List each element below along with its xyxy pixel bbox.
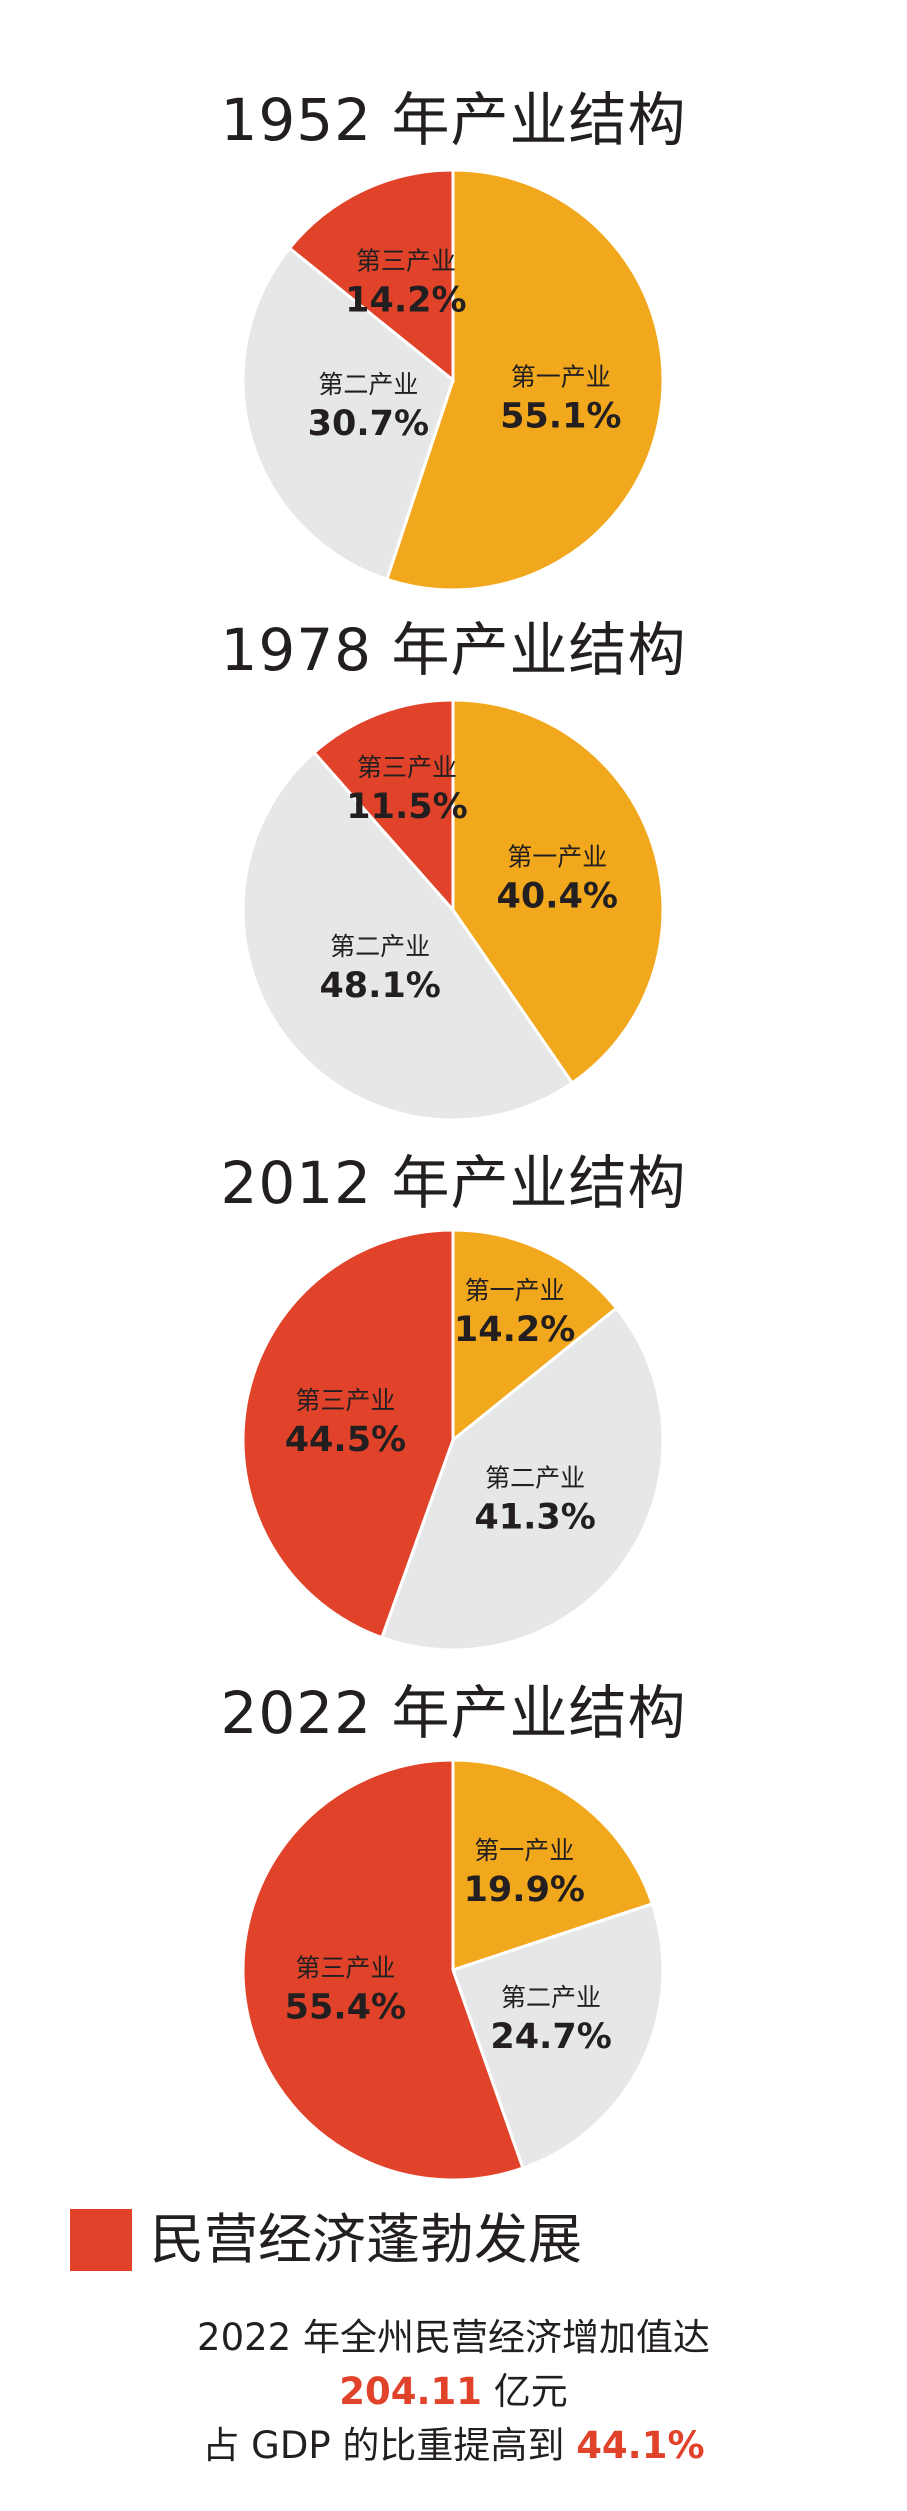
pie-slice-2 bbox=[241, 246, 455, 582]
slice-value-1: 40.4% bbox=[497, 877, 618, 917]
pie-slice-3 bbox=[287, 168, 455, 384]
slice-value-1: 14.2% bbox=[454, 1310, 575, 1350]
slice-label-1: 第一产业 bbox=[511, 362, 611, 391]
red-square-marker bbox=[70, 2209, 132, 2271]
pie-svg: 第一产业 55.1% 第二产业 30.7% 第三产业 14.2% bbox=[241, 168, 665, 592]
slice-value-1: 19.9% bbox=[464, 1870, 585, 1910]
slice-label-2: 第二产业 bbox=[501, 1983, 601, 2012]
slice-value-2: 48.1% bbox=[319, 966, 440, 1006]
chart-title: 2012 年产业结构 bbox=[220, 1149, 687, 1217]
slice-label-3: 第三产业 bbox=[295, 1386, 395, 1415]
summary-text: 2022 年全州民营经济增加值达 bbox=[197, 2316, 710, 2359]
slice-value-1: 55.1% bbox=[500, 396, 621, 436]
pie-slice-3 bbox=[241, 1228, 455, 1640]
slice-label-1: 第一产业 bbox=[474, 1836, 574, 1865]
summary-ratio: 44.1% bbox=[576, 2424, 705, 2467]
slice-label-3: 第三产业 bbox=[356, 246, 456, 275]
pie-slice-2 bbox=[451, 1901, 665, 2170]
slice-value-3: 44.5% bbox=[285, 1420, 406, 1460]
pie-slice-1 bbox=[451, 1758, 655, 1973]
summary-line-1: 2022 年全州民营经济增加值达 bbox=[0, 2312, 907, 2364]
slice-label-3: 第三产业 bbox=[357, 753, 457, 782]
pie-svg: 第一产业 14.2% 第二产业 41.3% 第三产业 44.5% bbox=[241, 1228, 665, 1652]
pie-slice-2 bbox=[379, 1306, 665, 1652]
summary-amount-unit: 亿元 bbox=[493, 2370, 568, 2413]
pie-slice-1 bbox=[451, 698, 665, 1086]
pie-slice-1 bbox=[384, 168, 665, 592]
slice-label-1: 第一产业 bbox=[465, 1276, 565, 1305]
slice-value-2: 41.3% bbox=[474, 1497, 595, 1537]
chart-title: 2022 年产业结构 bbox=[220, 1679, 687, 1747]
pie-svg: 第一产业 19.9% 第二产业 24.7% 第三产业 55.4% bbox=[241, 1758, 665, 2182]
summary-prefix: 占 GDP 的比重提高到 bbox=[202, 2424, 565, 2467]
slice-label-3: 第三产业 bbox=[295, 1953, 395, 1982]
slice-value-3: 14.2% bbox=[345, 280, 466, 320]
slice-label-2: 第二产业 bbox=[318, 370, 418, 399]
pie-slice-2 bbox=[241, 750, 575, 1122]
pie-slice-3 bbox=[312, 698, 455, 914]
summary-line-3: 占 GDP 的比重提高到 44.1% bbox=[0, 2420, 907, 2472]
chart-title: 1978 年产业结构 bbox=[220, 616, 687, 684]
slice-value-2: 24.7% bbox=[490, 2017, 611, 2057]
chart-title: 1952 年产业结构 bbox=[220, 86, 687, 154]
pie-svg: 第一产业 40.4% 第二产业 48.1% 第三产业 11.5% bbox=[241, 698, 665, 1122]
pie-slice-1 bbox=[451, 1228, 619, 1444]
slice-value-2: 30.7% bbox=[308, 404, 429, 444]
summary-amount: 204.11 bbox=[339, 2370, 482, 2413]
slice-value-3: 55.4% bbox=[285, 1987, 406, 2027]
summary-line-2: 204.11 亿元 bbox=[0, 2366, 907, 2418]
slice-label-2: 第二产业 bbox=[485, 1463, 585, 1492]
slice-label-1: 第一产业 bbox=[507, 843, 607, 872]
slice-value-3: 11.5% bbox=[346, 787, 467, 827]
slice-label-2: 第二产业 bbox=[330, 932, 430, 961]
section-title: 民营经济蓬勃发展 bbox=[150, 2208, 582, 2271]
pie-slice-3 bbox=[241, 1758, 525, 2182]
